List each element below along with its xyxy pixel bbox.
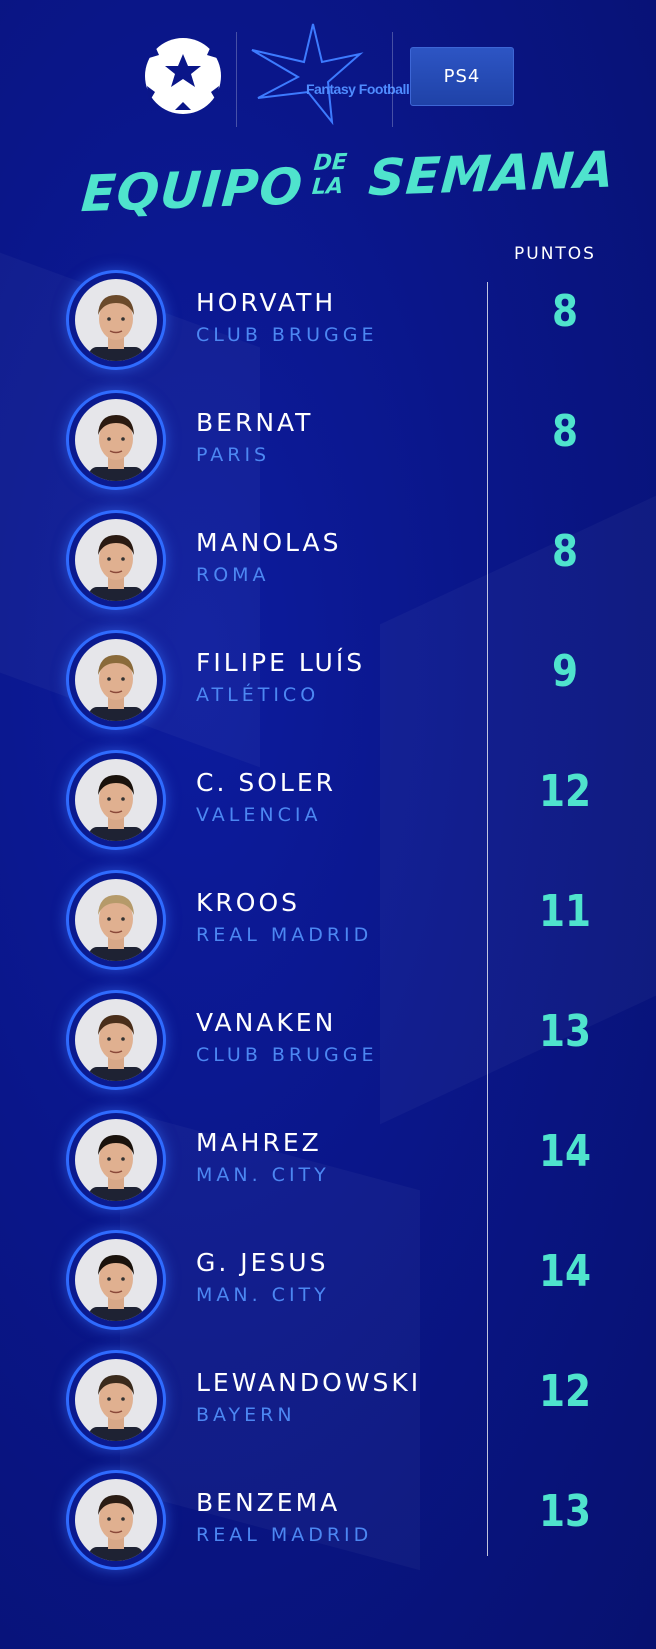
player-team: BAYERN <box>196 1404 296 1426</box>
logo-divider <box>236 32 237 127</box>
player-points: 11 <box>538 886 592 937</box>
player-photo-icon <box>75 399 157 481</box>
player-name: MAHREZ <box>196 1128 322 1157</box>
player-team: VALENCIA <box>196 804 322 826</box>
player-avatar <box>66 1350 166 1450</box>
player-points: 12 <box>538 766 592 817</box>
page-title: EQUIPO DE LA SEMANA <box>78 139 616 237</box>
player-avatar <box>66 990 166 1090</box>
player-photo-icon <box>75 519 157 601</box>
player-photo-icon <box>75 639 157 721</box>
player-row: VANAKEN CLUB BRUGGE 13 <box>0 986 656 1096</box>
player-points: 9 <box>551 646 579 697</box>
player-team: MAN. CITY <box>196 1284 330 1306</box>
ps4-logo: PS4 <box>410 47 514 106</box>
title-word-de: DE <box>312 149 348 177</box>
player-points: 14 <box>538 1126 592 1177</box>
player-points: 8 <box>551 406 579 457</box>
player-photo-icon <box>75 1479 157 1561</box>
player-row: BENZEMA REAL MADRID 13 <box>0 1466 656 1576</box>
player-row: HORVATH CLUB BRUGGE 8 <box>0 266 656 376</box>
logo-bar: Fantasy Football PS4 <box>0 22 656 132</box>
player-name: MANOLAS <box>196 528 342 557</box>
title-word-equipo: EQUIPO <box>79 157 306 224</box>
player-avatar <box>66 1110 166 1210</box>
player-avatar <box>66 630 166 730</box>
title-word-semana: SEMANA <box>366 140 617 208</box>
title-word-la: LA <box>311 173 345 201</box>
player-name: BENZEMA <box>196 1488 341 1517</box>
player-name: C. SOLER <box>196 768 336 797</box>
player-photo-icon <box>75 1359 157 1441</box>
player-team: CLUB BRUGGE <box>196 324 378 346</box>
player-name: HORVATH <box>196 288 337 317</box>
player-row: MANOLAS ROMA 8 <box>0 506 656 616</box>
player-team: ROMA <box>196 564 270 586</box>
fantasy-star-icon <box>251 23 364 126</box>
player-points: 8 <box>551 526 579 577</box>
player-avatar <box>66 270 166 370</box>
player-team: CLUB BRUGGE <box>196 1044 378 1066</box>
player-points: 13 <box>538 1006 592 1057</box>
player-name: VANAKEN <box>196 1008 337 1037</box>
points-column-header: PUNTOS <box>514 244 596 264</box>
player-photo-icon <box>75 879 157 961</box>
player-name: FILIPE LUÍS <box>196 648 366 677</box>
player-points: 8 <box>551 286 579 337</box>
player-photo-icon <box>75 1119 157 1201</box>
player-photo-icon <box>75 279 157 361</box>
player-avatar <box>66 1470 166 1570</box>
player-row: LEWANDOWSKI BAYERN 12 <box>0 1346 656 1456</box>
player-team: ATLÉTICO <box>196 684 320 706</box>
player-row: KROOS REAL MADRID 11 <box>0 866 656 976</box>
player-row: MAHREZ MAN. CITY 14 <box>0 1106 656 1216</box>
player-row: G. JESUS MAN. CITY 14 <box>0 1226 656 1336</box>
player-row: BERNAT PARIS 8 <box>0 386 656 496</box>
player-name: KROOS <box>196 888 300 917</box>
player-name: BERNAT <box>196 408 314 437</box>
player-avatar <box>66 1230 166 1330</box>
player-avatar <box>66 870 166 970</box>
player-row: FILIPE LUÍS ATLÉTICO 9 <box>0 626 656 736</box>
logo-divider <box>392 32 393 127</box>
player-row: C. SOLER VALENCIA 12 <box>0 746 656 856</box>
player-team: REAL MADRID <box>196 1524 373 1546</box>
ps4-logo-text: PS4 <box>443 66 481 87</box>
player-points: 12 <box>538 1366 592 1417</box>
player-team: PARIS <box>196 444 271 466</box>
player-photo-icon <box>75 759 157 841</box>
player-photo-icon <box>75 1239 157 1321</box>
champions-league-starball-icon <box>145 38 221 114</box>
player-points: 14 <box>538 1246 592 1297</box>
player-photo-icon <box>75 999 157 1081</box>
player-name: G. JESUS <box>196 1248 329 1277</box>
player-team: MAN. CITY <box>196 1164 330 1186</box>
fantasy-football-logo-text: Fantasy Football <box>306 81 410 97</box>
player-avatar <box>66 510 166 610</box>
player-name: LEWANDOWSKI <box>196 1368 422 1397</box>
column-divider <box>487 282 488 1556</box>
player-avatar <box>66 390 166 490</box>
player-team: REAL MADRID <box>196 924 373 946</box>
player-avatar <box>66 750 166 850</box>
player-points: 13 <box>538 1486 592 1537</box>
